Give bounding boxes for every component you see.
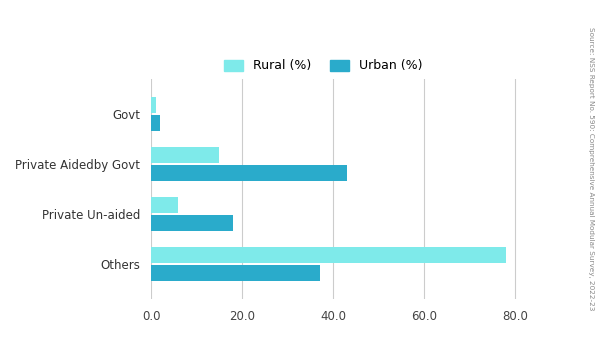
Bar (151, 115, 160, 131)
Bar (151, 147, 220, 163)
Bar (151, 247, 506, 263)
Legend: Rural (%), Urban (%): Rural (%), Urban (%) (219, 54, 427, 77)
Bar (151, 197, 178, 213)
Bar (151, 265, 320, 281)
Bar (151, 97, 155, 113)
Text: Source: NSS Report No. 590: Comprehensive Annual Modular Survey, 2022-23: Source: NSS Report No. 590: Comprehensiv… (588, 27, 594, 311)
Bar (151, 215, 233, 231)
Bar (151, 165, 347, 181)
